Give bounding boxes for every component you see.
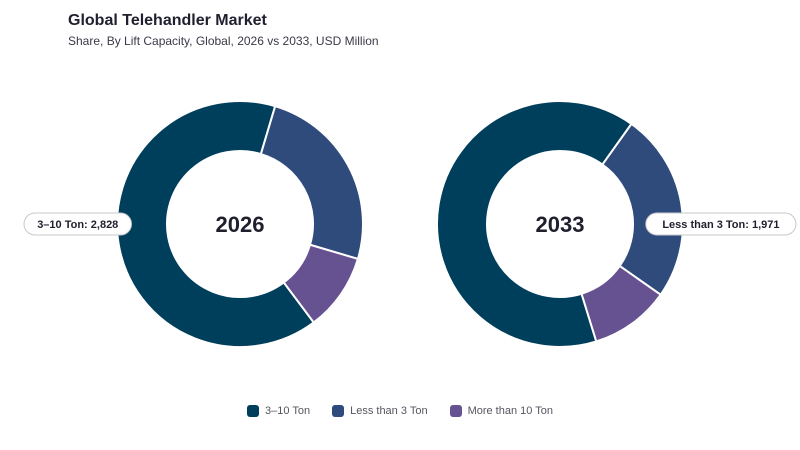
slice-less-than-3-ton[interactable] <box>259 104 364 261</box>
callout-box <box>645 212 797 236</box>
legend-label: 3–10 Ton <box>265 405 311 417</box>
legend: 3–10 Ton Less than 3 Ton More than 10 To… <box>0 405 800 417</box>
center-label: 2033 <box>536 212 585 237</box>
chart-subtitle: Share, By Lift Capacity, Global, 2026 vs… <box>68 34 379 48</box>
legend-swatch <box>247 405 260 417</box>
slice-3-10-ton[interactable] <box>436 100 633 348</box>
callout-label: 3–10 Ton: 2,828 <box>37 219 118 231</box>
slice-3-10-ton[interactable] <box>116 100 316 348</box>
legend-item-3-10-ton[interactable]: 3–10 Ton <box>247 405 310 417</box>
legend-item-more-than-10-ton[interactable]: More than 10 Ton <box>449 405 553 417</box>
chart-title: Global Telehandler Market <box>68 12 267 29</box>
center-label: 2026 <box>216 212 265 237</box>
legend-label: Less than 3 Ton <box>350 405 428 417</box>
callout-box <box>23 212 132 236</box>
donut-chart-2026: 2026 3–10 Ton: 2,828 <box>23 100 364 348</box>
legend-swatch <box>449 405 462 417</box>
legend-label: More than 10 Ton <box>467 405 553 417</box>
slice-more-than-10-ton[interactable] <box>580 264 663 343</box>
slice-more-than-10-ton[interactable] <box>282 243 360 324</box>
legend-swatch <box>332 405 345 417</box>
donut-chart-2033: 2033 Less than 3 Ton: 1,971 <box>436 100 797 348</box>
slice-less-than-3-ton[interactable] <box>601 122 684 297</box>
callout-label: Less than 3 Ton: 1,971 <box>662 219 779 231</box>
legend-item-less-than-3-ton[interactable]: Less than 3 Ton <box>332 405 428 417</box>
